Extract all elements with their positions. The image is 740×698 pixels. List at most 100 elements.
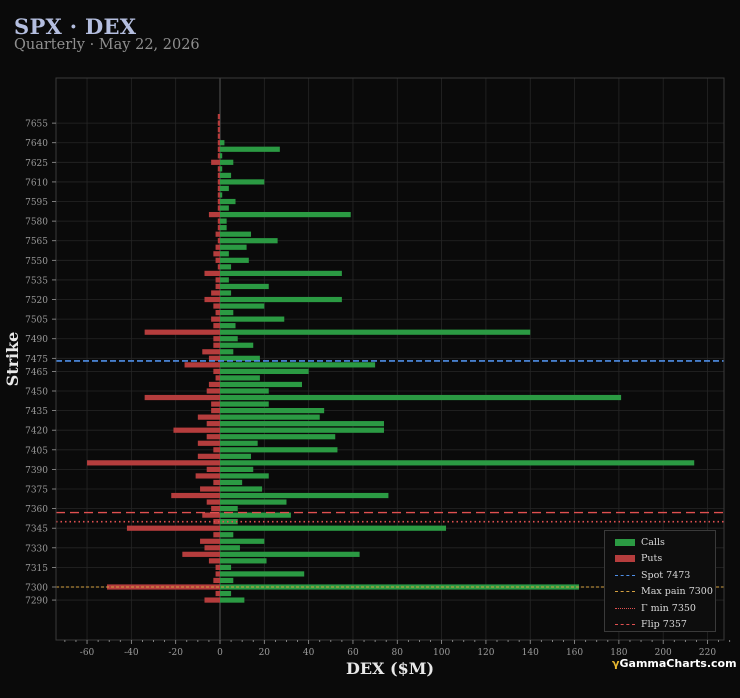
put-bar (204, 545, 220, 551)
legend-label: Γ min 7350 (641, 602, 696, 614)
put-bar (208, 211, 220, 218)
legend-label: Puts (641, 553, 663, 565)
call-bar (220, 492, 389, 499)
y-tick-label: 7535 (25, 276, 48, 286)
put-bar (215, 309, 220, 316)
call-bar (220, 192, 223, 198)
call-bar (220, 309, 234, 316)
call-bar (220, 336, 238, 342)
put-bar (213, 303, 220, 309)
y-tick-label: 7520 (25, 296, 48, 306)
x-tick-label: -40 (124, 648, 139, 658)
call-bar (220, 519, 238, 525)
x-axis-label: DEX ($M) (346, 659, 434, 678)
call-bar (220, 159, 234, 165)
y-tick-label: 7580 (25, 218, 48, 228)
put-bar (213, 342, 220, 348)
put-bar (204, 270, 220, 276)
call-bar (220, 140, 225, 146)
call-bar (220, 434, 336, 440)
put-bar (213, 323, 220, 329)
call-bar (220, 362, 376, 368)
call-bar (220, 166, 223, 172)
put-bar (200, 486, 220, 492)
legend-label: Calls (641, 536, 665, 548)
y-tick-label: 7360 (25, 505, 48, 515)
y-tick-label: 7565 (25, 237, 48, 247)
legend-item-spot: Spot 7473 (615, 567, 715, 584)
put-bar (171, 492, 220, 499)
call-bar (220, 205, 229, 211)
put-bar (217, 172, 220, 178)
y-tick-label: 7420 (25, 427, 48, 437)
put-bar (215, 590, 220, 597)
call-bar (220, 172, 232, 178)
put-bar (215, 283, 220, 290)
legend-item-gamma-min: Γ min 7350 (615, 600, 715, 617)
call-bar (220, 231, 252, 237)
y-tick-label: 7475 (25, 355, 48, 365)
call-bar (220, 257, 249, 263)
y-tick-label: 7550 (25, 257, 48, 267)
put-bar (206, 466, 220, 472)
puts-swatch (615, 555, 635, 563)
call-bar (220, 512, 291, 518)
y-axis-ticks: 7290 7300 7315 7330 7345 7360 7375 7390 7405 7420… (25, 120, 56, 607)
y-tick-label: 7405 (25, 446, 48, 456)
max-pain-swatch (615, 591, 635, 593)
put-bar (217, 140, 220, 146)
call-bar (220, 545, 240, 551)
call-bar (220, 264, 232, 270)
put-bar (208, 381, 220, 388)
call-bar (220, 303, 265, 309)
put-bar (206, 434, 220, 440)
call-bar (220, 179, 265, 185)
legend-label: Flip 7357 (641, 619, 687, 631)
plot-frame (55, 77, 725, 641)
put-bar (213, 368, 220, 374)
put-bar (215, 257, 220, 263)
put-bar (215, 375, 220, 381)
put-bar (217, 146, 220, 152)
call-bar (220, 244, 247, 250)
put-bar (173, 427, 220, 433)
call-bar (220, 407, 325, 414)
x-tick-label: 120 (477, 648, 494, 658)
put-bar (208, 558, 220, 564)
put-bar (217, 166, 220, 172)
call-bar (220, 571, 305, 577)
call-bar (220, 577, 234, 584)
call-bar (220, 283, 269, 290)
put-bar (217, 127, 220, 133)
call-bar (220, 505, 238, 512)
put-bar (215, 571, 220, 577)
call-bar (220, 590, 232, 597)
legend-label: Max pain 7300 (641, 586, 713, 598)
call-bar (220, 290, 232, 296)
put-bar (206, 388, 220, 394)
x-tick-label: 100 (433, 648, 450, 658)
x-tick-label: -20 (168, 648, 183, 658)
call-bar (220, 460, 695, 466)
x-tick-label: 180 (610, 648, 627, 658)
chart-title: SPX · DEX (14, 14, 137, 39)
y-tick-label: 7450 (25, 387, 48, 397)
put-bar (213, 532, 220, 538)
call-bar (220, 323, 236, 329)
put-bar (204, 597, 220, 603)
put-bar (182, 551, 220, 557)
put-bar (211, 407, 220, 414)
put-bar (217, 205, 220, 211)
legend-label: Spot 7473 (641, 569, 691, 581)
call-bar (220, 211, 351, 218)
put-bar (144, 394, 220, 401)
put-bar (215, 231, 220, 237)
call-bar (220, 453, 252, 459)
call-bar (220, 394, 622, 401)
y-axis-label: Strike (3, 332, 22, 387)
call-bar (220, 185, 229, 192)
call-bar (220, 584, 579, 590)
y-tick-label: 7435 (25, 407, 48, 417)
y-tick-label: 7290 (25, 597, 48, 607)
call-bar (220, 440, 258, 446)
